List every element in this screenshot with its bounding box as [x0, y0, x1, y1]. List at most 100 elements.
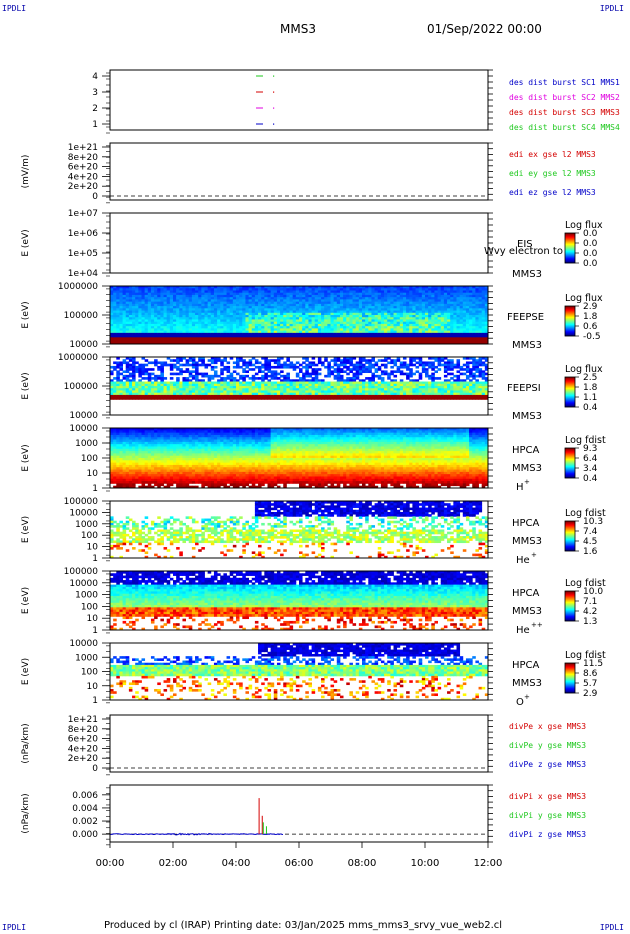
heatmap-cell — [399, 306, 404, 309]
heatmap-cell — [138, 321, 142, 325]
heatmap-cell — [147, 306, 152, 309]
heatmap-cell — [349, 286, 353, 289]
heatmap-cell — [254, 319, 259, 323]
heatmap-cell — [232, 312, 237, 316]
heatmap-cell — [185, 321, 190, 325]
heatmap-cell — [220, 363, 224, 367]
heatmap-cell — [336, 286, 341, 289]
heatmap-cell — [387, 361, 391, 365]
heatmap-cell — [434, 288, 438, 291]
heatmap-cell — [163, 332, 168, 336]
heatmap-cell — [425, 290, 429, 294]
heatmap-cell — [393, 286, 398, 289]
heatmap-cell — [456, 288, 461, 291]
heatmap-cell — [428, 332, 432, 336]
heatmap-cell — [138, 308, 142, 311]
heatmap-cell — [358, 306, 363, 309]
y-tick-label: 100000 — [64, 311, 99, 321]
heatmap-cell — [440, 294, 445, 298]
heatmap-cell — [223, 359, 227, 362]
heatmap-cell — [472, 326, 476, 329]
heatmap-cell — [428, 321, 432, 325]
heatmap-cell — [324, 365, 328, 369]
heatmap-cell — [132, 377, 136, 380]
heatmap-cell — [355, 370, 360, 374]
heatmap-cell — [402, 308, 407, 311]
heatmap-cell — [481, 292, 486, 296]
heatmap-cell — [431, 323, 435, 327]
heatmap-cell — [292, 323, 297, 327]
heatmap-cell — [425, 321, 429, 325]
heatmap-cell — [475, 310, 479, 314]
heatmap-cell — [128, 383, 133, 387]
heatmap-cell — [163, 310, 168, 314]
heatmap-cell — [169, 326, 174, 329]
heatmap-cell — [450, 339, 454, 343]
heatmap-cell — [141, 377, 146, 380]
heatmap-cell — [182, 303, 186, 307]
heatmap-cell — [456, 292, 461, 296]
heatmap-cell — [402, 303, 407, 307]
heatmap-cell — [465, 301, 470, 305]
heatmap-cell — [302, 339, 306, 343]
heatmap-cell — [453, 323, 457, 327]
heatmap-cell — [443, 308, 448, 311]
heatmap-cell — [421, 317, 426, 320]
heatmap-cell — [377, 330, 382, 334]
heatmap-cell — [232, 397, 237, 400]
heatmap-cell — [314, 337, 319, 340]
heatmap-cell — [425, 341, 429, 345]
heatmap-cell — [365, 290, 369, 294]
heatmap-cell — [128, 297, 133, 300]
heatmap-cell — [465, 319, 470, 323]
heatmap-cell — [374, 301, 379, 305]
heatmap-cell — [113, 383, 117, 387]
heatmap-cell — [355, 339, 360, 343]
heatmap-cell — [412, 359, 416, 362]
heatmap-cell — [248, 315, 253, 318]
heatmap-cell — [128, 374, 133, 378]
heatmap-cell — [456, 321, 461, 325]
heatmap-cell — [198, 397, 202, 400]
heatmap-cell — [119, 301, 123, 305]
heatmap-cell — [191, 288, 196, 291]
heatmap-cell — [226, 341, 231, 345]
heatmap-cell — [339, 286, 344, 289]
heatmap-cell — [135, 319, 139, 323]
heatmap-cell — [176, 337, 180, 340]
y-axis-label: E (eV) — [21, 229, 31, 256]
heatmap-cell — [185, 317, 190, 320]
heatmap-cell — [128, 310, 133, 314]
heatmap-cell — [188, 328, 193, 332]
heatmap-cell — [336, 328, 341, 332]
heatmap-cell — [418, 317, 423, 320]
heatmap-cell — [377, 286, 382, 289]
heatmap-cell — [273, 361, 278, 365]
heatmap-cell — [176, 286, 180, 289]
heatmap-cell — [157, 310, 161, 314]
heatmap-cell — [154, 301, 158, 305]
heatmap-cell — [321, 312, 325, 316]
heatmap-cell — [465, 294, 470, 298]
heatmap-cell — [154, 397, 158, 400]
heatmap-cell — [261, 341, 265, 345]
heatmap-cell — [415, 308, 420, 311]
heatmap-cell — [292, 368, 297, 371]
heatmap-cell — [289, 326, 294, 329]
heatmap-cell — [132, 361, 136, 365]
heatmap-cell — [125, 301, 130, 305]
heatmap-cell — [440, 292, 445, 296]
heatmap-cell — [415, 292, 420, 296]
heatmap-cell — [459, 294, 464, 298]
heatmap-cell — [182, 335, 186, 338]
heatmap-cell — [138, 390, 142, 394]
heatmap-cell — [412, 323, 416, 327]
heatmap-cell — [311, 330, 316, 334]
heatmap-cell — [251, 323, 256, 327]
heatmap-cell — [110, 292, 114, 296]
heatmap-cell — [226, 301, 231, 305]
heatmap-cell — [242, 297, 246, 300]
heatmap-cell — [371, 323, 375, 327]
heatmap-cell — [437, 328, 442, 332]
heatmap-cell — [406, 310, 410, 314]
